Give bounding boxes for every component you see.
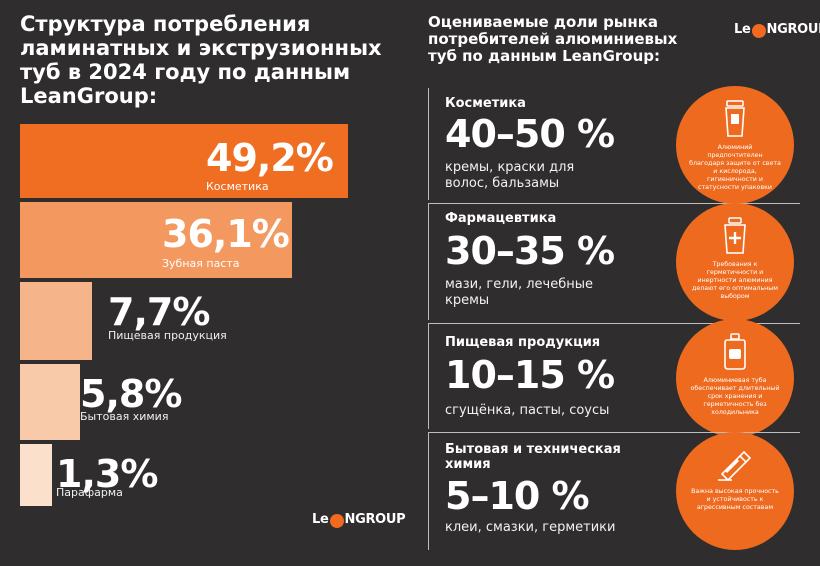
left-title-line: LeanGroup: — [20, 84, 158, 108]
segment-divider — [428, 323, 800, 324]
segment-note-circle: Важна высокая прочность и устойчивость к… — [676, 432, 794, 550]
bar-category-label: Пищевая продукция — [108, 329, 227, 342]
segment-note-circle: Алюминий предпочтителен благодаря защите… — [676, 86, 794, 204]
segment-divider — [428, 432, 800, 433]
left-title: Структура потребления ламинатных и экстр… — [20, 12, 400, 108]
bar-category-label: Парафарма — [56, 486, 123, 499]
bar-value-label: 5,8% — [80, 372, 182, 416]
right-title-line: потребителей алюминиевых — [428, 30, 678, 48]
right-title-line: туб по данным LeanGroup: — [428, 47, 661, 65]
logo-ring-icon — [329, 513, 344, 528]
segment-category: Бытовая и техническая химия — [445, 442, 621, 472]
right-title: Оцениваемые доли рынка потребителей алюм… — [428, 14, 728, 65]
segment-description: сгущёнка, пасты, соусы — [445, 403, 610, 418]
bar-category-label: Бытовая химия — [80, 410, 169, 423]
bar-5: 1,3% Парафарма — [20, 444, 158, 506]
bar-value-label: 36,1% — [162, 212, 290, 256]
consumption-bar-chart: 49,2% Косметика 36,1% Зубная паста 7,7% Пищев… — [20, 124, 348, 506]
segment-category: Фармацевтика — [445, 211, 557, 226]
segment-category: Пищевая продукция — [445, 335, 601, 350]
bar-4: 5,8% Бытовая химия — [20, 364, 182, 440]
segment-food: Пищевая продукция 10–15 % сгущёнка, паст… — [428, 319, 800, 437]
segment-divider-vertical — [428, 203, 429, 320]
segment-note-circle: Алюминиевая туба обеспечивает длительный… — [676, 319, 794, 437]
segment-divider — [428, 203, 800, 204]
segment-description: мази, гели, лечебные кремы — [445, 277, 594, 308]
segment-divider-vertical — [428, 88, 429, 200]
segment-range: 40–50 % — [445, 112, 615, 156]
bar-category-label: Зубная паста — [162, 257, 240, 270]
segment-range: 5–10 % — [445, 474, 590, 518]
bar-value-label: 49,2% — [206, 136, 334, 180]
left-title-line: ламинатных и экструзионных — [20, 36, 382, 60]
segment-divider-vertical — [428, 432, 429, 550]
logo-text-end: NGROUP — [344, 512, 406, 527]
bar-1: 49,2% Косметика — [20, 124, 348, 198]
segment-range: 30–35 % — [445, 229, 615, 273]
segment-note-circle: Требования к герметичности и инертности … — [676, 203, 794, 321]
logo-text-start: Le — [734, 22, 751, 37]
segment-description: клеи, смазки, герметики — [445, 520, 616, 535]
segment-note: Важна высокая прочность и устойчивость к… — [691, 488, 779, 511]
segment-pharma: Фармацевтика 30–35 % мази, гели, лечебны… — [428, 203, 800, 321]
segment-cosmetics: Косметика 40–50 % кремы, краски для воло… — [428, 86, 800, 204]
bar-category-label: Косметика — [206, 180, 269, 193]
bar-value-label: 1,3% — [56, 452, 158, 496]
segment-note: Алюминий предпочтителен благодаря защите… — [689, 144, 781, 191]
cosmetic-tube-icon — [725, 100, 745, 137]
left-title-line: туб в 2024 году по данным — [20, 60, 351, 84]
logo-text-end: NGROUP — [766, 22, 820, 37]
segment-divider-vertical — [428, 323, 429, 429]
glue-tube-icon — [718, 450, 752, 482]
bar-value-label: 7,7% — [108, 290, 210, 334]
segment-chemicals: Бытовая и техническая химия 5–10 % клеи,… — [428, 432, 800, 550]
segment-note: Требования к герметичности и инертности … — [691, 261, 779, 300]
segment-category: Косметика — [445, 96, 526, 111]
bar-2: 36,1% Зубная паста — [20, 202, 292, 278]
food-tube-icon — [724, 333, 746, 370]
leangroup-logo-top: Le NGROUP — [734, 22, 820, 38]
logo-ring-icon — [751, 23, 766, 38]
segment-description: кремы, краски для волос, бальзамы — [445, 160, 575, 191]
segment-range: 10–15 % — [445, 353, 615, 397]
bar-3: 7,7% Пищевая продукция — [20, 282, 227, 360]
medical-tube-icon — [724, 217, 746, 254]
leangroup-logo: Le NGROUP — [312, 512, 406, 528]
left-title-line: Структура потребления — [20, 12, 311, 36]
segment-note: Алюминиевая туба обеспечивает длительный… — [690, 377, 780, 416]
logo-text-start: Le — [312, 512, 329, 527]
right-title-line: Оцениваемые доли рынка — [428, 13, 659, 31]
